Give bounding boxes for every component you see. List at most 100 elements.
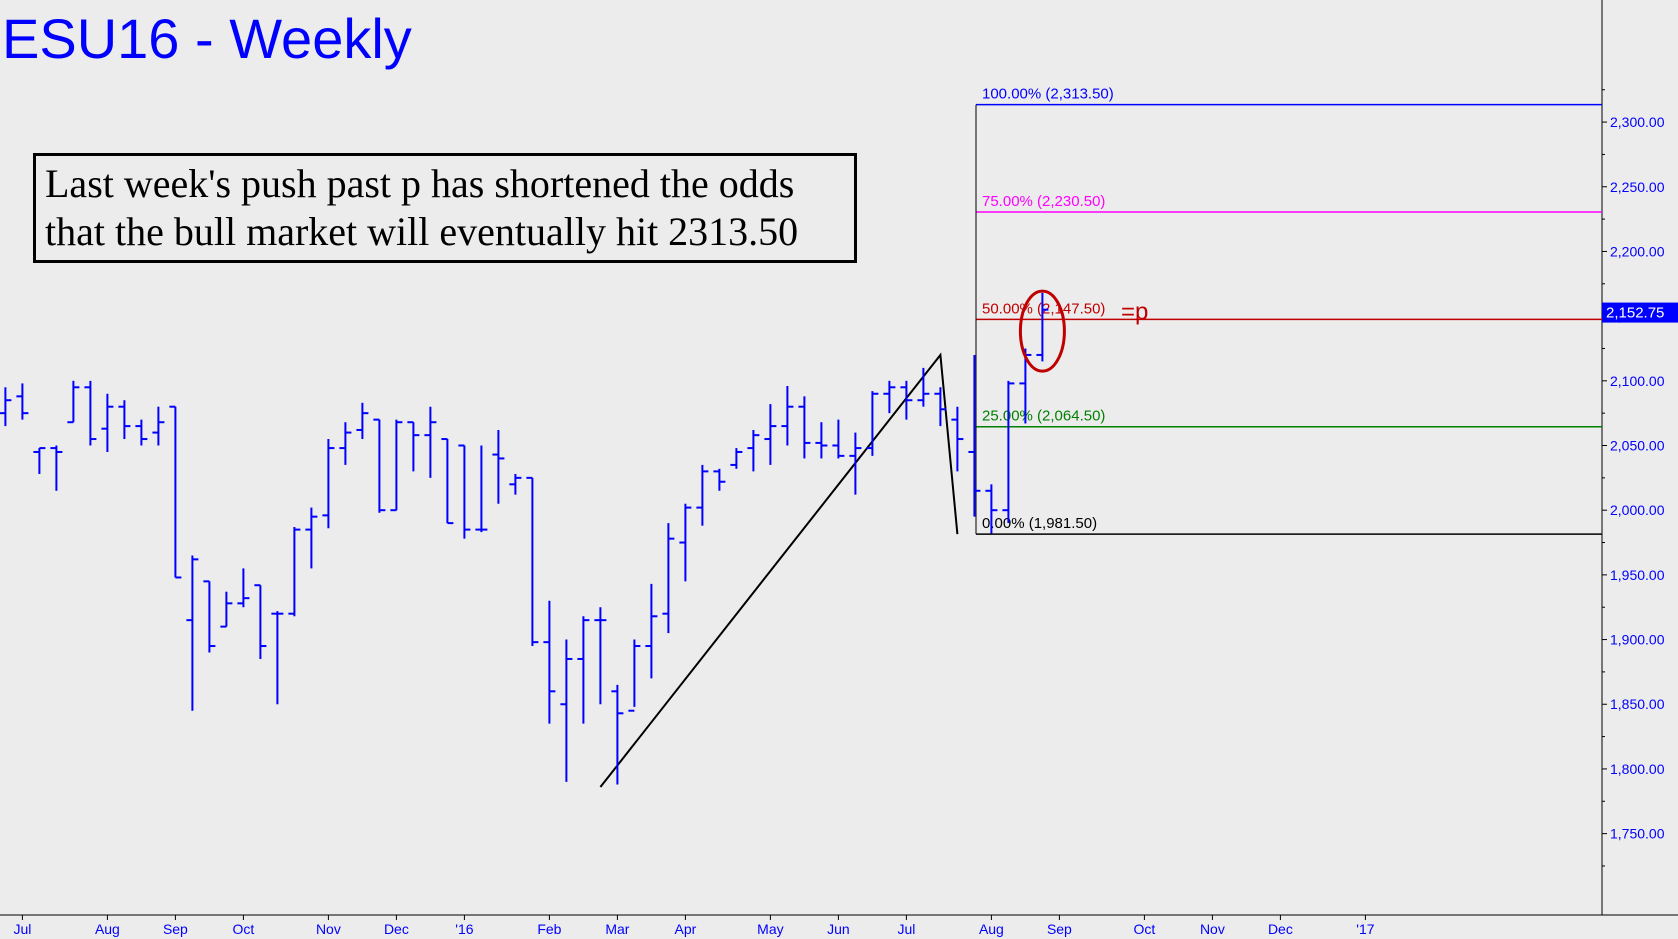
x-tick-label: '16: [455, 921, 473, 937]
abc-trendline: [599, 352, 959, 788]
x-tick-label: Sep: [1047, 921, 1072, 937]
ohlc-bar: [50, 445, 63, 491]
ohlc-bar: [475, 445, 488, 533]
x-axis-ticks: Jul Aug Sep Oct Nov Dec '16 Feb Mar Apr May Jun Jul A…: [13, 915, 1375, 937]
ohlc-bar: [288, 527, 301, 617]
x-tick-label: Aug: [979, 921, 1004, 937]
ohlc-bar: [1036, 292, 1049, 362]
chart-title: ESU16 - Weekly: [2, 7, 412, 70]
ohlc-bar: [730, 448, 743, 469]
ohlc-bar: [305, 507, 318, 569]
ohlc-bar: [492, 429, 505, 504]
x-tick-label: Nov: [316, 921, 341, 937]
ohlc-bar: [798, 396, 811, 459]
ohlc-bar: [322, 439, 335, 529]
fib-label: 25.00% (2,064.50): [982, 408, 1105, 425]
ohlc-bar: [135, 419, 148, 446]
callout-line-2: that the bull market will eventually hit…: [45, 209, 799, 254]
ohlc-bar: [951, 406, 964, 472]
ohlc-bar: [458, 444, 471, 539]
ohlc-bar: [883, 380, 896, 414]
y-tick-label: 1,950.00: [1610, 567, 1665, 583]
ohlc-bar: [781, 385, 794, 446]
ohlc-bar: [713, 468, 726, 491]
ohlc-bar: [917, 367, 930, 407]
last-price-tag: [1602, 302, 1678, 323]
y-tick-label: 2,300.00: [1610, 114, 1665, 130]
ohlc-bar: [203, 580, 216, 653]
trendline-group: [599, 352, 959, 788]
y-tick-label: 1,750.00: [1610, 826, 1665, 842]
callout-box: Last week's push past p has shortened th…: [33, 153, 857, 263]
ohlc-bar: [594, 607, 607, 705]
ohlc-bar: [747, 429, 760, 472]
ohlc-bar: [339, 422, 352, 465]
x-tick-label: Dec: [384, 921, 409, 937]
x-tick-label: Sep: [163, 921, 188, 937]
ohlc-bar: [849, 432, 862, 495]
x-tick-label: Aug: [95, 921, 120, 937]
ohlc-bar: [526, 476, 539, 647]
x-tick-label: Mar: [605, 921, 629, 937]
ohlc-bar: [968, 354, 981, 517]
ohlc-bar: [679, 503, 692, 582]
ohlc-bar: [101, 393, 114, 452]
ohlc-bar: [152, 406, 165, 446]
ohlc-bar: [900, 380, 913, 420]
x-tick-label: Oct: [1134, 921, 1156, 937]
ohlc-bar: [390, 419, 403, 512]
highlight-circle: [1018, 289, 1066, 373]
price-bars: [0, 292, 1049, 785]
ohlc-bar: [373, 418, 386, 513]
ohlc-bar: [16, 383, 29, 420]
ohlc-bar: [985, 484, 998, 534]
x-tick-label: Apr: [675, 921, 697, 937]
p-marker: =p: [1121, 298, 1148, 325]
ohlc-bar: [271, 611, 284, 705]
fib-label: 75.00% (2,230.50): [982, 193, 1105, 210]
ohlc-bar: [611, 684, 624, 785]
ohlc-bar: [764, 404, 777, 465]
ohlc-bar: [1019, 348, 1032, 424]
ohlc-bar: [220, 591, 233, 628]
ohlc-bar: [815, 422, 828, 459]
fib-levels: 100.00% (2,313.50)75.00% (2,230.50)50.00…: [975, 86, 1602, 535]
y-tick-label: 2,200.00: [1610, 243, 1665, 259]
fib-label: 100.00% (2,313.50): [982, 86, 1114, 103]
ohlc-bar: [169, 405, 182, 579]
ohlc-bar: [1002, 380, 1015, 524]
ohlc-bar: [424, 406, 437, 478]
x-tick-label: Dec: [1268, 921, 1293, 937]
ohlc-bar: [0, 387, 12, 427]
ohlc-bar: [934, 387, 947, 427]
y-tick-label: 2,250.00: [1610, 179, 1665, 195]
y-tick-label: 2,100.00: [1610, 373, 1665, 389]
ohlc-bar: [560, 639, 573, 782]
ohlc-bar: [407, 421, 420, 472]
y-axis-ticks: 1,750.00 1,800.00 1,850.00 1,900.00 1,950.00…: [1602, 89, 1665, 867]
y-tick-label: 2,050.00: [1610, 438, 1665, 454]
annotations: =p 2,152.75: [1018, 289, 1678, 373]
callout-line-1: Last week's push past p has shortened th…: [45, 161, 795, 206]
x-tick-label: '17: [1356, 921, 1374, 937]
ohlc-bar: [237, 568, 250, 608]
x-tick-label: Nov: [1200, 921, 1225, 937]
y-tick-label: 2,000.00: [1610, 502, 1665, 518]
ohlc-bar: [509, 473, 522, 495]
ohlc-bar: [33, 447, 46, 474]
y-tick-label: 1,850.00: [1610, 696, 1665, 712]
last-price-label: 2,152.75: [1606, 305, 1664, 322]
axes: [0, 0, 1678, 916]
ohlc-bar: [254, 584, 267, 659]
ohlc-bar: [832, 419, 845, 459]
x-tick-label: May: [757, 921, 783, 937]
ohlc-bar: [118, 400, 131, 440]
ohlc-bar: [628, 639, 641, 712]
ohlc-bar: [441, 438, 454, 525]
ohlc-bar: [696, 464, 709, 526]
y-tick-label: 1,800.00: [1610, 761, 1665, 777]
ohlc-bar: [356, 402, 369, 440]
ohlc-bar: [662, 523, 675, 634]
fib-label: 0.00% (1,981.50): [982, 515, 1097, 532]
